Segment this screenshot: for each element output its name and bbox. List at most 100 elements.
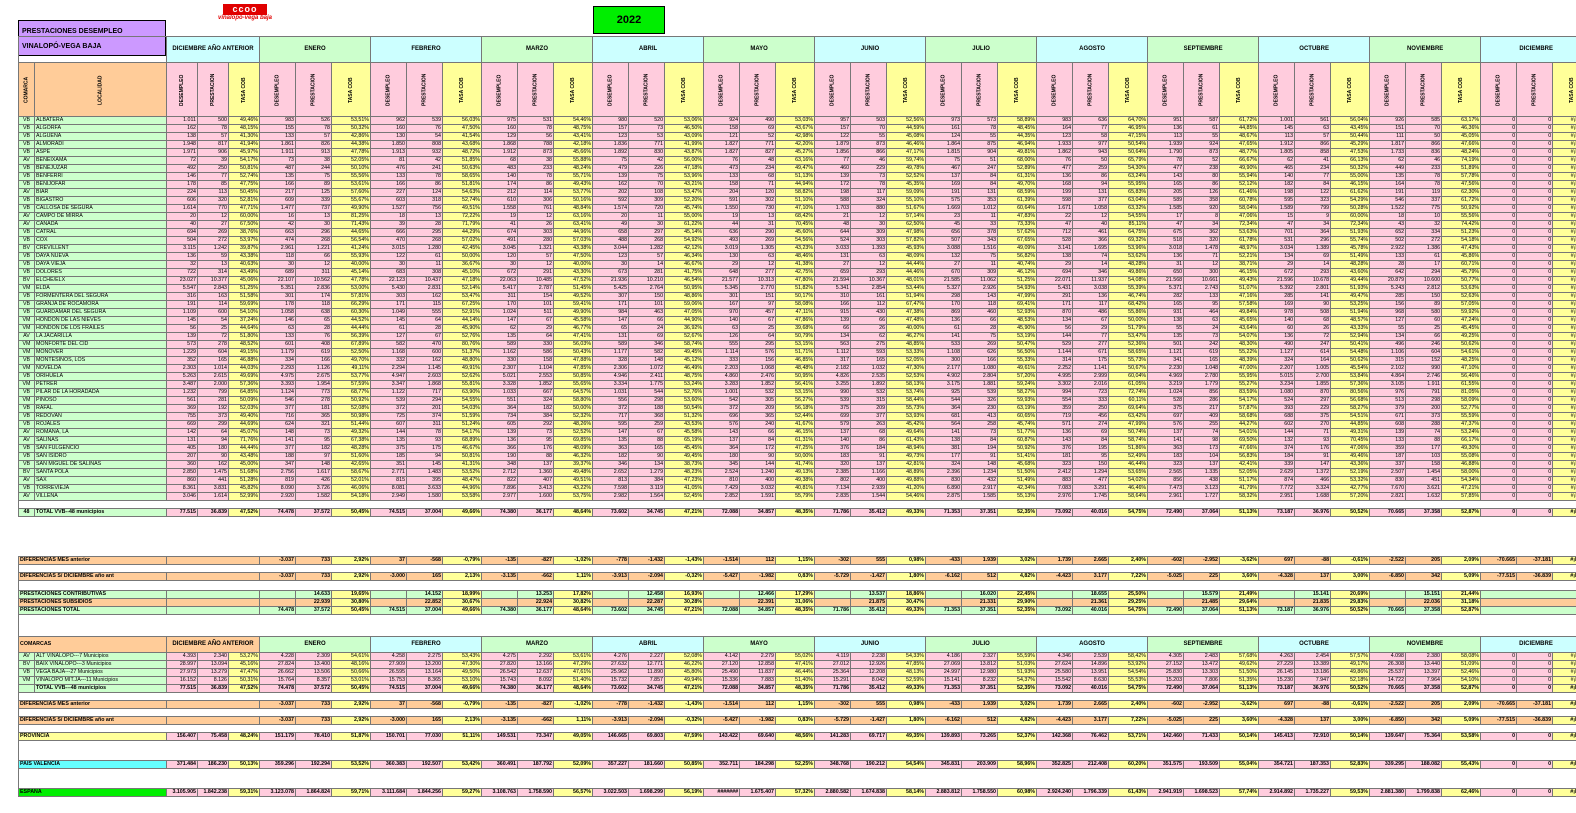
value-cell: 49,13% <box>775 468 816 477</box>
value-cell: 123 <box>1036 132 1074 141</box>
value-cell: 89 <box>295 180 332 189</box>
value-cell: 1.564 <box>628 492 666 501</box>
value-cell: 34.857 <box>739 684 777 693</box>
value-cell: 21.594 <box>814 276 852 285</box>
value-cell: 69 <box>1294 252 1332 261</box>
value-cell: 54,30% <box>1108 164 1149 173</box>
value-cell: 55,08% <box>1441 452 1482 461</box>
value-cell: 77 <box>1072 332 1110 341</box>
value-cell: 71,79% <box>442 220 483 229</box>
value-cell: 53,62% <box>1108 252 1149 261</box>
value-cell: #¡DIV/0! <box>1552 732 1576 741</box>
value-cell: 55,59% <box>997 652 1038 661</box>
value-cell: 810 <box>703 476 741 485</box>
value-cell: 3.019 <box>703 244 741 253</box>
value-cell: 20,69% <box>1330 590 1371 599</box>
value-cell: 60,00% <box>228 212 260 221</box>
value-cell: 165 <box>850 356 888 365</box>
value-cell: 0 <box>1480 164 1518 173</box>
value-cell: 133 <box>1183 292 1221 301</box>
value-cell: 8.092 <box>517 676 555 685</box>
localidad-name: SANTA POLA <box>34 468 167 477</box>
value-cell: 49,38% <box>775 476 816 485</box>
value-cell: 51,89% <box>1441 164 1482 173</box>
value-cell: #¡DIV/0! <box>1552 412 1576 421</box>
value-cell: 359 <box>1036 404 1074 413</box>
value-cell: #¡DIV/0! <box>1552 236 1576 245</box>
value-cell: 45,27% <box>775 148 816 157</box>
value-cell: 320 <box>197 196 229 205</box>
value-cell: 1.799.838 <box>1405 788 1443 797</box>
value-cell: 34 <box>1183 220 1221 229</box>
value-cell: 205 <box>1405 700 1443 709</box>
value-cell: 37.064 <box>1183 508 1221 517</box>
value-cell: 46,06% <box>330 484 372 493</box>
value-cell: 27.069 <box>925 660 963 669</box>
value-cell: 44,03% <box>228 364 260 373</box>
value-cell: 53,33% <box>886 348 927 357</box>
value-cell <box>814 590 852 599</box>
value-cell: 28.997 <box>166 660 199 669</box>
value-cell: 57,87% <box>1219 404 1260 413</box>
value-cell: 56,68% <box>1330 396 1371 405</box>
value-cell: 34 <box>1294 220 1332 229</box>
value-cell: 337 <box>1369 460 1407 469</box>
value-cell: 57 <box>1294 132 1332 141</box>
value-cell: 0 <box>1480 760 1518 769</box>
value-cell: 64 <box>517 332 555 341</box>
value-cell: 48,09% <box>886 252 927 261</box>
value-cell: 233 <box>517 164 555 173</box>
value-cell: 30 <box>628 220 666 229</box>
value-cell: 117 <box>1072 300 1110 309</box>
value-cell: 2.812 <box>1405 284 1443 293</box>
value-cell: 656 <box>925 228 963 237</box>
value-cell: 0 <box>1480 676 1518 685</box>
value-cell: 48,24% <box>228 732 261 741</box>
value-cell: 43,22% <box>553 484 594 493</box>
value-cell: 3.831 <box>197 484 229 493</box>
value-cell: 3.044 <box>592 244 630 253</box>
value-cell: 45,58% <box>664 428 705 437</box>
value-cell: 67,50% <box>228 220 260 229</box>
value-cell: 1.114 <box>703 348 741 357</box>
value-cell: 39 <box>197 156 229 165</box>
value-cell: 490 <box>1258 340 1296 349</box>
value-cell: 1.758.550 <box>961 788 999 797</box>
value-cell: 120 <box>481 252 519 261</box>
value-cell: 672 <box>481 268 519 277</box>
value-cell: 60,98% <box>997 788 1038 797</box>
value-cell: 131 <box>1072 188 1110 197</box>
value-cell: 1.817 <box>1369 140 1407 149</box>
value-cell: 0,83% <box>775 572 816 581</box>
value-cell: 51,50% <box>1219 668 1260 677</box>
value-cell: -37.181 <box>1516 556 1554 565</box>
value-cell: 2.665 <box>1072 556 1110 565</box>
value-cell: 158 <box>703 124 741 133</box>
value-cell: 54,93% <box>997 284 1038 293</box>
value-cell: 51,87% <box>331 732 372 741</box>
value-cell: -302 <box>814 556 852 565</box>
value-cell: 166 <box>370 180 408 189</box>
value-cell: 78 <box>295 124 332 133</box>
value-cell: 46,15% <box>1330 180 1371 189</box>
value-cell: 1.589 <box>1258 204 1296 213</box>
value-cell: 8.232 <box>961 676 999 685</box>
value-cell: 674 <box>481 228 519 237</box>
value-cell: 51,49% <box>997 476 1038 485</box>
value-cell: 3.726 <box>295 484 332 493</box>
value-cell: 47,59% <box>664 732 705 741</box>
table-row: VB DOLORES 722 314 43,49% 689 311 45,14% 683 308 4… <box>18 268 1576 277</box>
value-cell: 242 <box>1183 340 1221 349</box>
value-cell: 137 <box>814 428 852 437</box>
value-cell <box>592 590 630 599</box>
value-cell: 1.864.824 <box>295 788 333 797</box>
value-cell: 165 <box>1183 356 1221 365</box>
value-cell: 190 <box>481 452 519 461</box>
value-cell: 45,82% <box>228 484 260 493</box>
value-cell: 54,18% <box>1441 236 1482 245</box>
value-cell: 55,56% <box>1441 212 1482 221</box>
value-cell: 52,76% <box>442 332 483 341</box>
value-cell: 5.345 <box>703 284 741 293</box>
value-cell: 5.431 <box>1036 284 1074 293</box>
value-cell: 47,11% <box>775 308 816 317</box>
